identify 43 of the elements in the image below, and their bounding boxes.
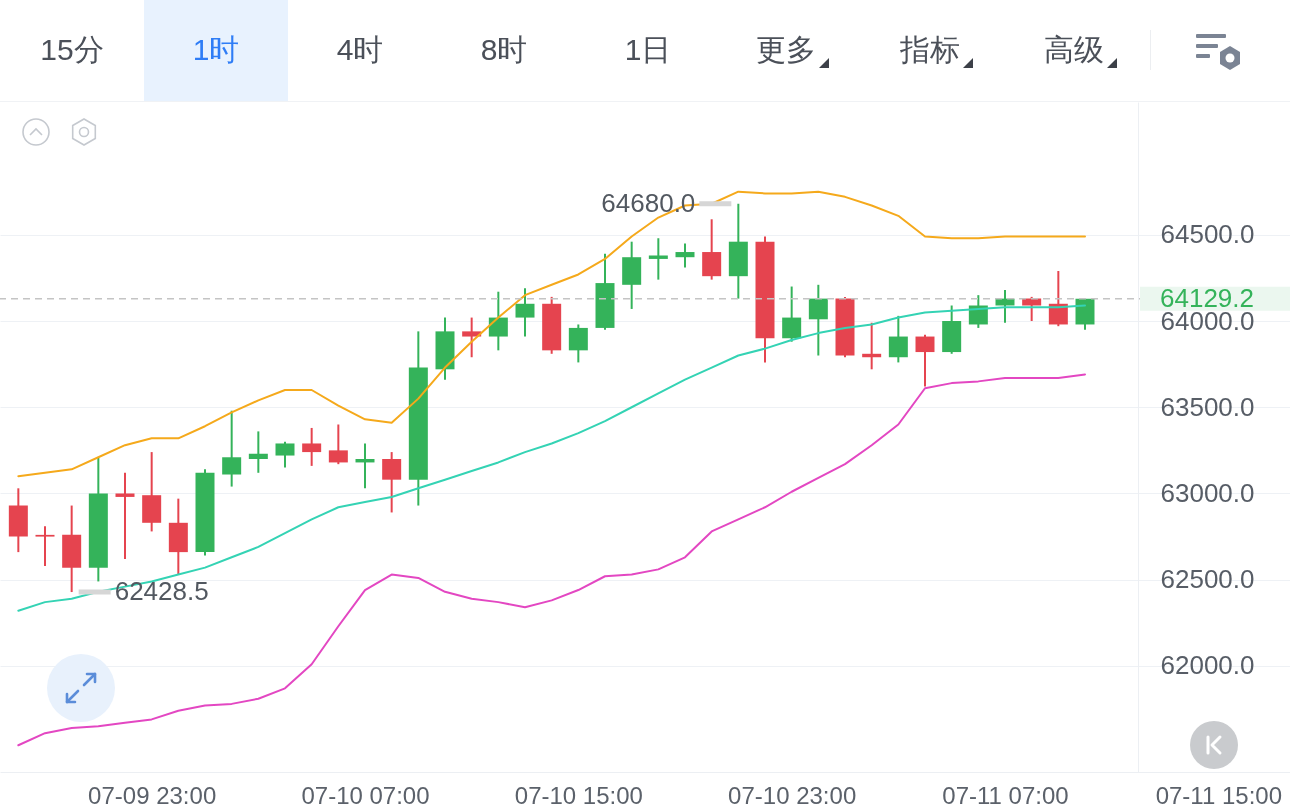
candlestick <box>915 333 935 388</box>
x-tick-label: 07-10 23:00 <box>728 781 857 809</box>
line-series <box>17 190 1086 478</box>
annotation: 64680.0 <box>601 187 696 218</box>
y-tick-label: 63500.0 <box>1160 391 1255 422</box>
candlestick <box>648 237 668 281</box>
candlestick <box>35 525 55 567</box>
text: 1日 <box>624 32 672 68</box>
candlestick <box>995 288 1015 324</box>
candlestick <box>808 283 828 357</box>
x-tick-label: 07-10 07:00 <box>301 781 430 809</box>
text: 15分 <box>40 32 104 68</box>
x-tick-label: 07-11 15:00 <box>1155 781 1282 809</box>
candlestick <box>568 323 588 364</box>
candlestick <box>462 316 482 359</box>
candlestick <box>302 426 322 467</box>
y-tick-label: 64500.0 <box>1160 219 1255 250</box>
candlestick <box>382 451 402 514</box>
text: 指标 <box>899 32 960 68</box>
text: 8时 <box>480 32 528 68</box>
text: 更多 <box>755 32 816 68</box>
candlestick <box>248 430 268 474</box>
candlestick <box>328 423 348 466</box>
text: 4时 <box>336 32 384 68</box>
text: 1时 <box>192 32 240 68</box>
candlestick <box>488 290 508 352</box>
x-tick-label: 07-09 23:00 <box>88 781 217 809</box>
y-tick-label: 63000.0 <box>1160 477 1255 508</box>
candlestick <box>515 287 535 338</box>
line-series <box>17 373 1086 747</box>
x-tick-label: 07-11 07:00 <box>942 781 1069 809</box>
candlestick <box>888 314 908 364</box>
candlestick <box>275 440 295 469</box>
candlestick <box>1022 295 1042 323</box>
ref-line-label: 64129.2 <box>1160 282 1254 313</box>
annotation: 62428.5 <box>114 576 209 607</box>
candlestick <box>115 471 135 561</box>
y-tick-label: 62500.0 <box>1160 564 1255 595</box>
candlestick <box>782 285 802 343</box>
candlestick <box>675 242 695 269</box>
y-tick-label: 62000.0 <box>1160 650 1255 681</box>
text: 高级 <box>1043 32 1104 68</box>
x-tick-label: 07-10 15:00 <box>514 781 643 809</box>
